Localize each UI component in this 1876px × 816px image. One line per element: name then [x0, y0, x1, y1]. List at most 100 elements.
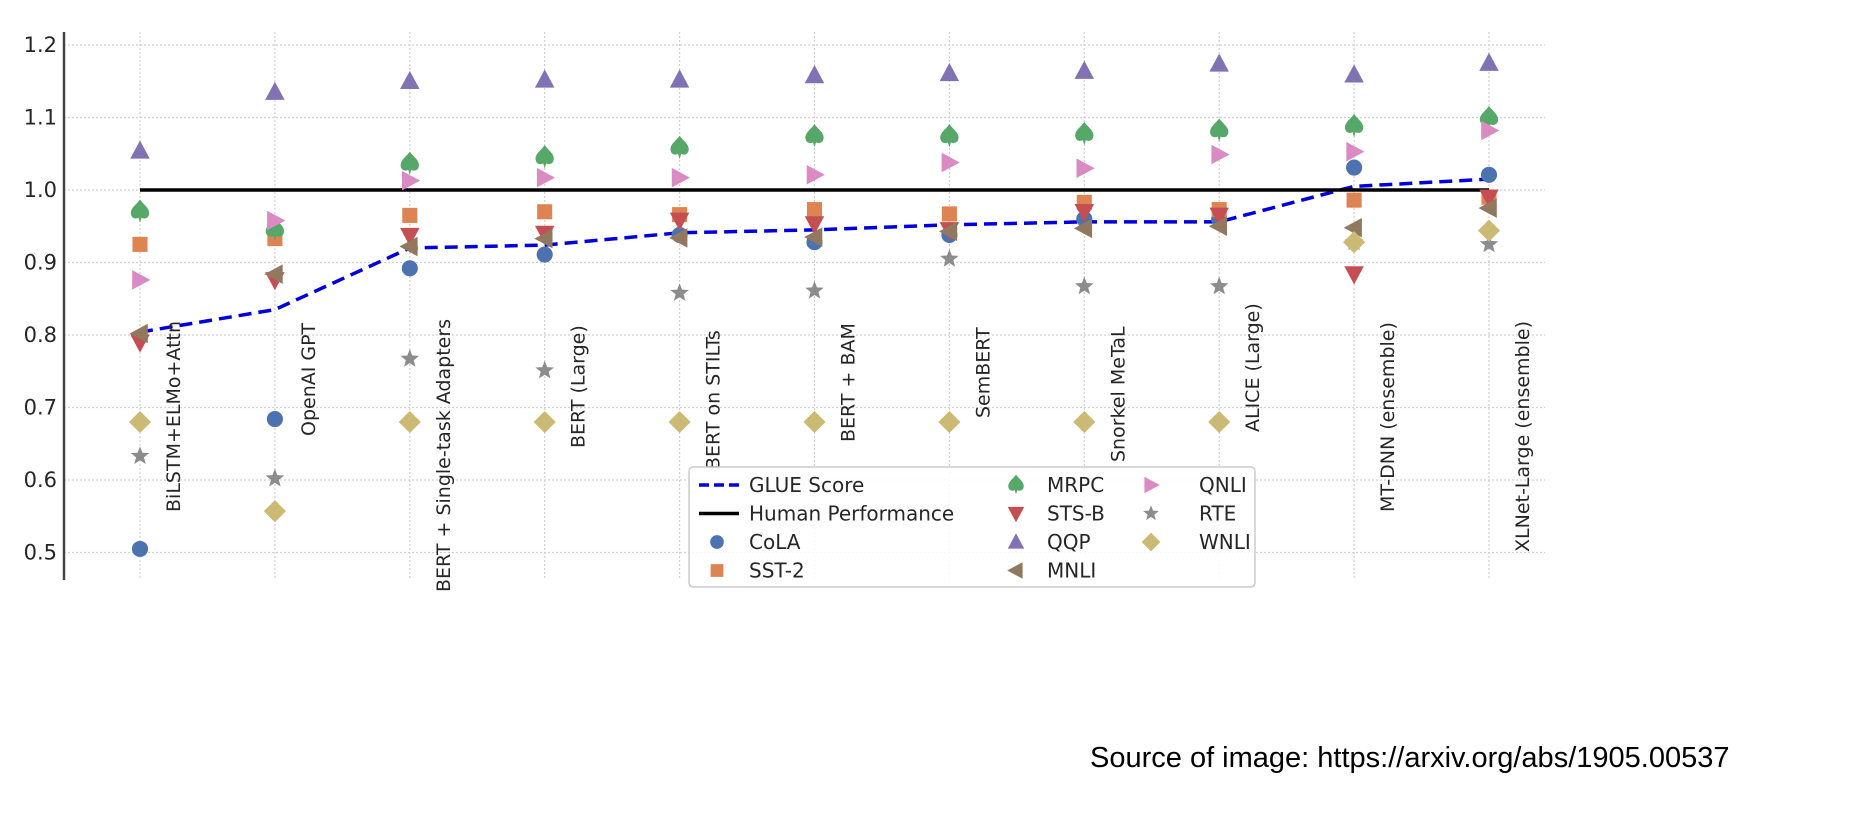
category-label: MT-DNN (ensemble) — [1377, 322, 1399, 512]
scatter-series — [128, 52, 1501, 557]
mrpc-point — [130, 199, 150, 223]
qqp-point — [1344, 64, 1364, 83]
legend-item-wnli: WNLI — [1141, 530, 1251, 554]
category-labels: BiLSTM+ELMo+Attn OpenAI GPT BERT + Single-… — [163, 303, 1534, 592]
sts-b-point — [669, 212, 690, 231]
legend-box — [688, 466, 1256, 588]
mnli-point — [939, 221, 958, 242]
legend-label: Human Performance — [749, 502, 954, 526]
sst-2-point — [132, 236, 148, 252]
legend-marker-swatch — [1007, 533, 1025, 549]
legend-label: QQP — [1047, 530, 1091, 554]
y-tick-label: 0.6 — [24, 468, 57, 492]
sts-b-point — [1479, 189, 1499, 208]
legend-item-mrpc: MRPC — [1008, 473, 1104, 497]
wnli-point — [1343, 231, 1366, 254]
mnli-point — [399, 236, 418, 257]
legend-label: QNLI — [1199, 473, 1247, 497]
legend-marker-swatch — [1143, 505, 1159, 521]
category-label: ALICE (Large) — [1242, 303, 1264, 432]
sts-b-point — [1344, 266, 1364, 285]
qqp-point — [1479, 52, 1499, 71]
mrpc-point — [1210, 118, 1229, 142]
mrpc-point — [940, 124, 959, 148]
y-tick-labels: 0.5 0.6 0.7 0.8 0.9 1.0 1.1 1.2 — [24, 33, 57, 565]
qqp-point — [130, 140, 150, 159]
qqp-point — [1209, 53, 1229, 72]
mrpc-series — [130, 105, 1499, 241]
qqp-series — [130, 52, 1499, 159]
rte-point — [940, 249, 959, 267]
legend-item-sts-b: STS-B — [1007, 502, 1105, 526]
category-label: BERT (Large) — [568, 325, 590, 448]
qnli-point — [1076, 158, 1095, 178]
qnli-series — [132, 120, 1500, 290]
qqp-point — [804, 65, 825, 84]
wnli-series — [128, 219, 1501, 523]
legend-marker-swatch — [1008, 474, 1024, 495]
mnli-point — [1073, 218, 1093, 239]
sst-2-point — [537, 204, 553, 220]
qqp-point — [939, 62, 960, 82]
qnli-point — [806, 165, 825, 185]
category-label: BERT on STILTs — [703, 330, 725, 470]
qnli-point — [1481, 120, 1500, 141]
rte-series — [130, 232, 1499, 487]
legend-label: RTE — [1199, 502, 1236, 526]
mrpc-point — [805, 124, 824, 148]
sts-b-point — [1074, 203, 1095, 223]
rte-point — [265, 468, 285, 487]
legend-label: SST-2 — [749, 559, 805, 583]
mnli-point — [1208, 216, 1227, 236]
sst-2-point — [1346, 192, 1362, 208]
qnli-point — [1346, 141, 1365, 162]
rte-point — [805, 281, 824, 299]
y-tick-label: 0.8 — [24, 323, 57, 347]
wnli-point — [668, 410, 691, 434]
cola-point — [131, 540, 149, 557]
rte-point — [670, 283, 689, 301]
legend-label: WNLI — [1199, 530, 1251, 554]
category-label: BERT + Single-task Adapters — [433, 319, 455, 592]
rte-point — [535, 360, 554, 379]
legend-item-mnli: MNLI — [1007, 559, 1096, 583]
legend-marker-swatch — [1007, 506, 1025, 523]
mrpc-point — [400, 151, 419, 175]
mnli-point — [534, 228, 553, 249]
legend-item-cola: CoLA — [710, 530, 801, 554]
legend-label: STS-B — [1047, 502, 1105, 526]
legend-marker-swatch — [710, 535, 724, 549]
qnli-point — [402, 170, 421, 191]
legend-marker-swatch — [1141, 532, 1161, 552]
qnli-point — [132, 270, 151, 290]
sst-2-point — [402, 207, 418, 223]
legend-item-glue-score: GLUE Score — [699, 473, 864, 497]
wnli-point — [1073, 410, 1096, 434]
qnli-point — [671, 167, 690, 188]
legend-label: GLUE Score — [749, 473, 864, 497]
y-tick-label: 0.9 — [24, 251, 57, 275]
legend-label: MRPC — [1047, 473, 1104, 497]
y-tick-label: 1.1 — [24, 106, 57, 130]
mrpc-point — [1075, 121, 1094, 146]
wnli-point — [938, 410, 961, 434]
legend: GLUE Score Human Performance CoLA SST-2 MRPC… — [688, 466, 1256, 588]
sst-2-point — [806, 202, 823, 218]
mnli-point — [804, 227, 823, 247]
wnli-point — [128, 410, 152, 434]
mnli-point — [669, 228, 688, 248]
wnli-point — [263, 500, 286, 523]
sts-b-point — [804, 216, 825, 235]
legend-item-qnli: QNLI — [1144, 473, 1247, 497]
qnli-point — [267, 210, 286, 231]
qqp-point — [669, 69, 690, 88]
cola-point — [266, 411, 283, 428]
qqp-point — [534, 69, 555, 88]
y-tick-label: 0.7 — [24, 396, 57, 420]
category-label: Snorkel MeTaL — [1107, 326, 1129, 462]
cola-point — [536, 246, 553, 263]
wnli-point — [1477, 219, 1501, 242]
category-label: SemBERT — [972, 327, 994, 418]
y-tick-label: 0.5 — [24, 541, 57, 565]
sts-b-point — [400, 227, 420, 247]
